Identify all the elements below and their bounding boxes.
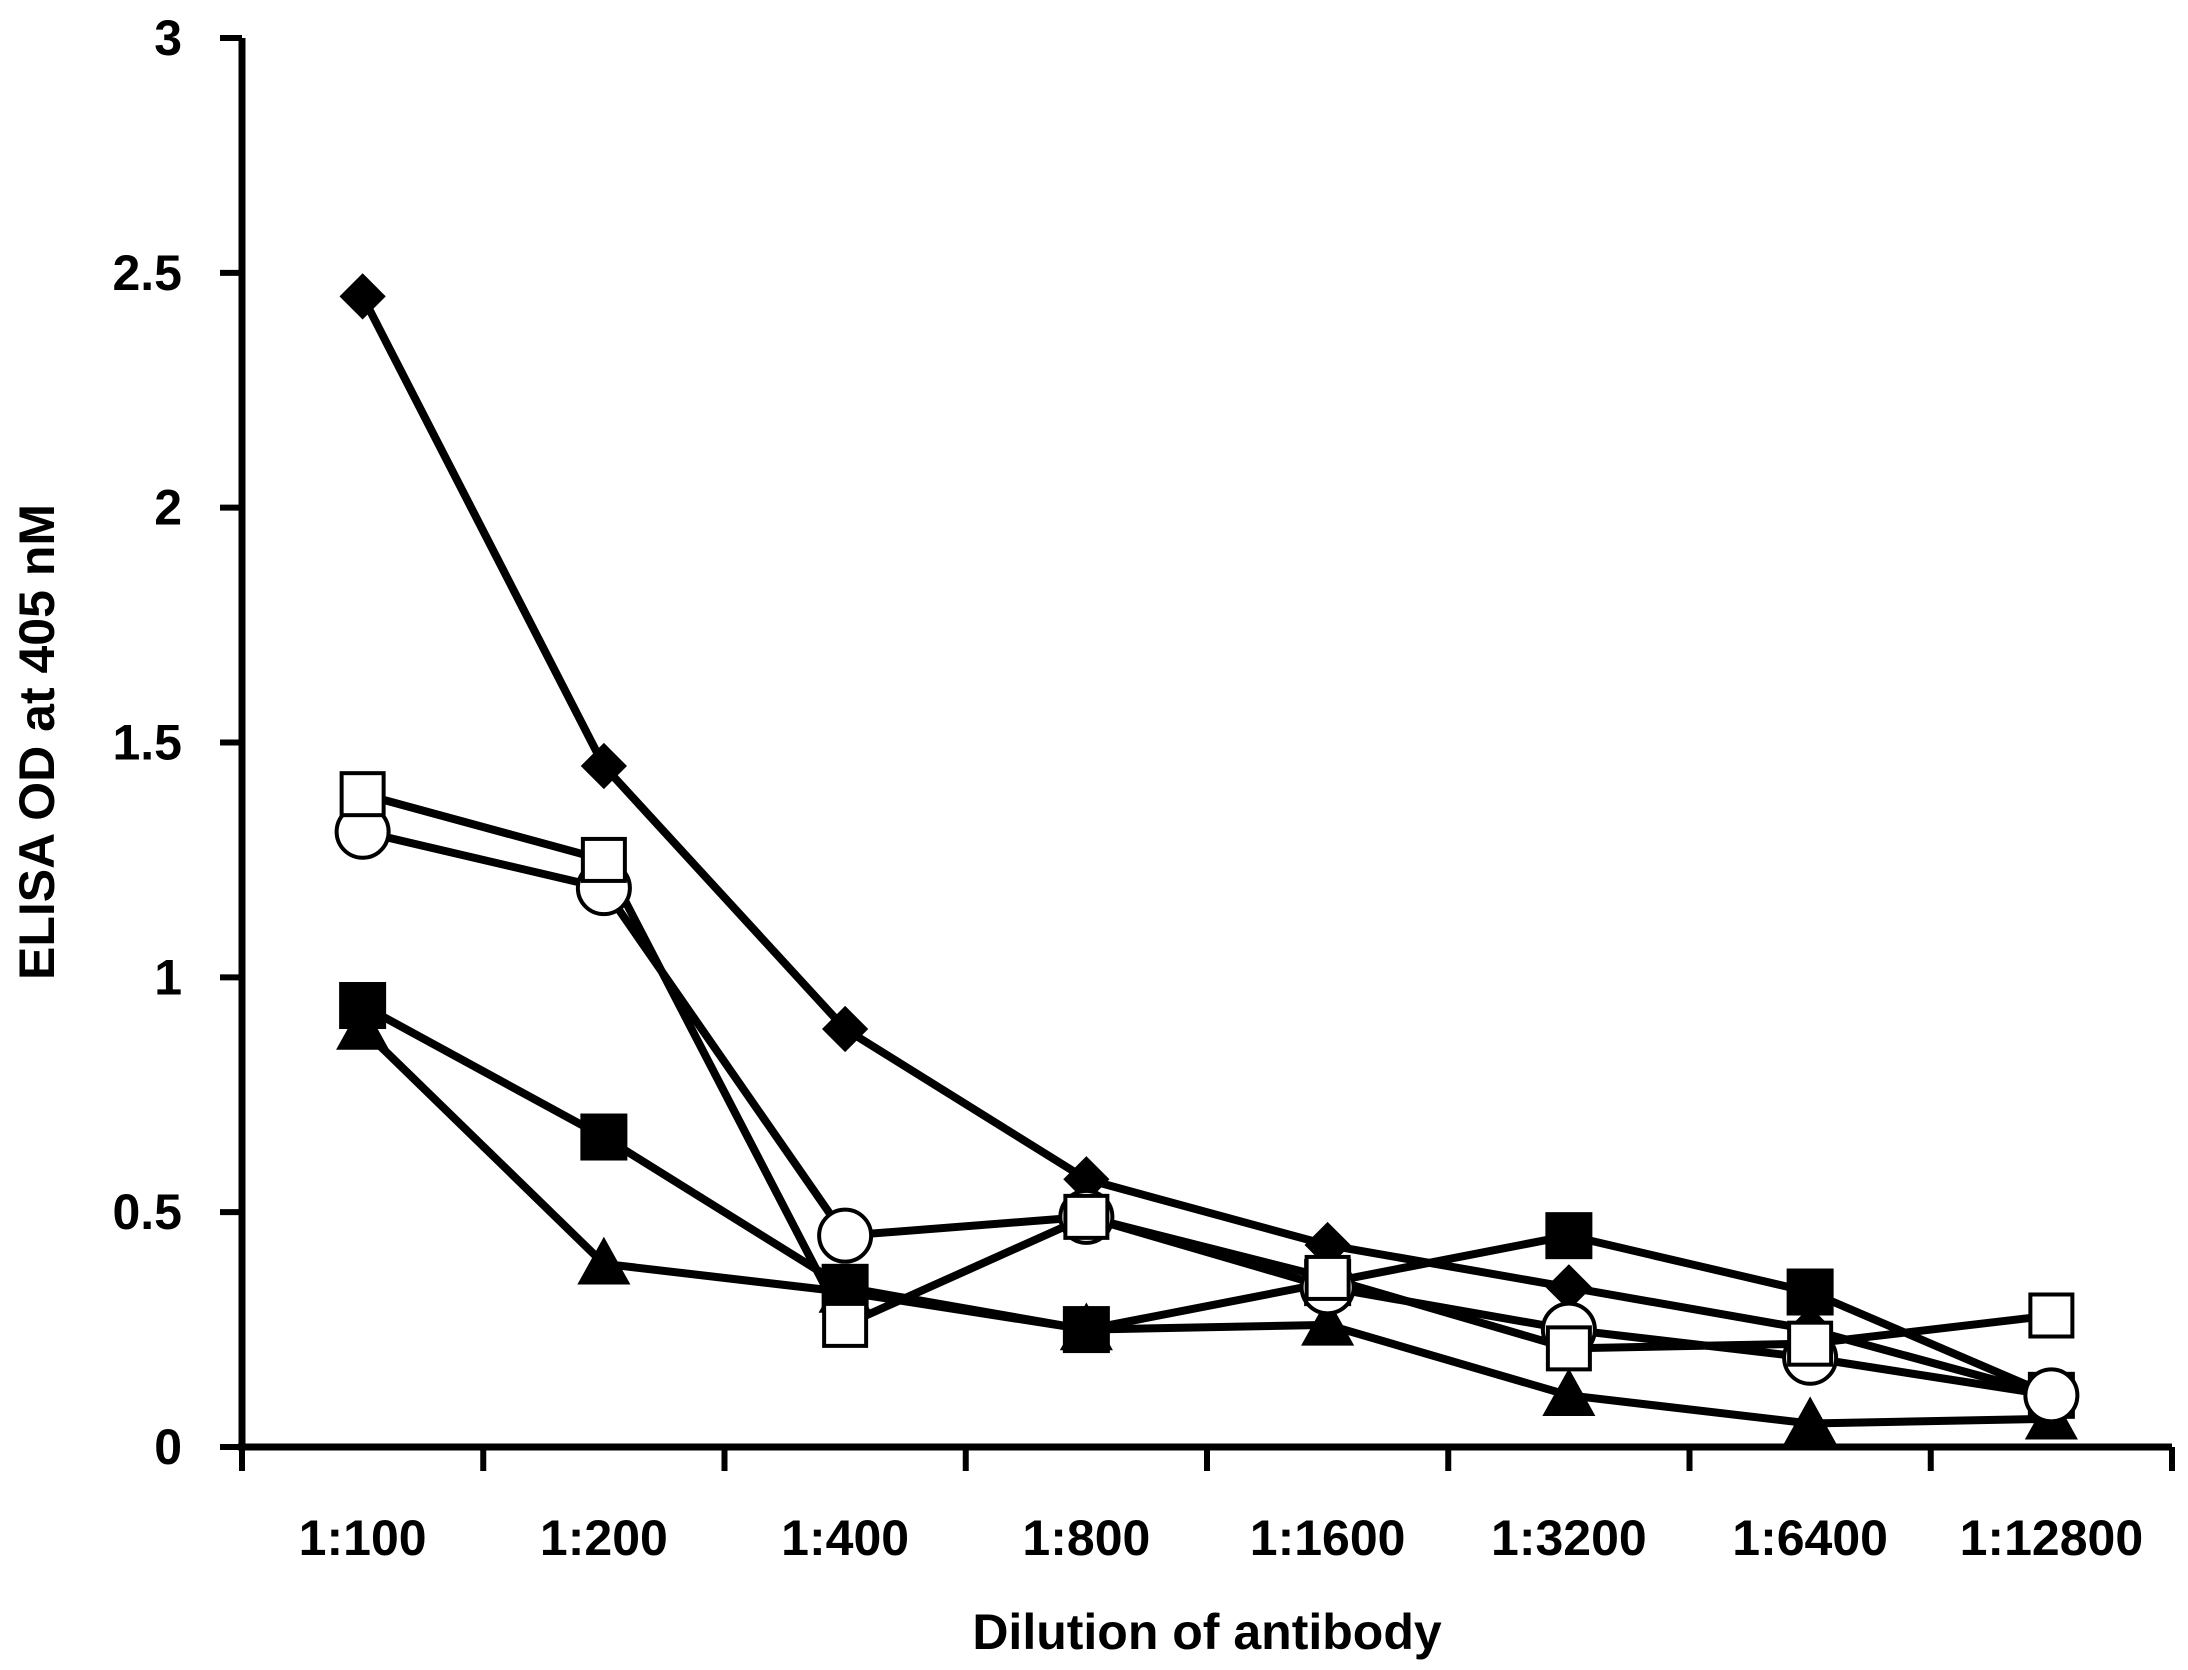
x-tick-label: 1:100 — [299, 1510, 427, 1566]
x-tick-label: 1:1600 — [1250, 1510, 1406, 1566]
series-markers — [334, 273, 2080, 1445]
x-axis-title: Dilution of antibody — [972, 1604, 1442, 1660]
series-lines — [358, 292, 2056, 1428]
series-line-filled-triangle — [358, 1024, 2056, 1428]
data-point-open-circle — [2023, 1367, 2080, 1424]
data-point-filled-diamond — [822, 1005, 869, 1053]
y-tick-label: 2.5 — [112, 245, 182, 301]
data-point-filled-triangle — [1542, 1368, 1596, 1417]
data-point-open-square — [1063, 1193, 1110, 1240]
series-line-open-square — [358, 790, 2056, 1353]
series-line-open-circle — [358, 827, 2056, 1400]
data-point-filled-triangle — [577, 1236, 631, 1285]
data-point-filled-square — [1545, 1212, 1593, 1260]
data-point-open-square — [2028, 1292, 2075, 1339]
data-point-open-square — [1304, 1254, 1351, 1301]
x-tick-label: 1:12800 — [1960, 1510, 2144, 1566]
y-tick-label: 0.5 — [112, 1184, 182, 1240]
data-point-open-square — [339, 771, 386, 818]
axes: 0 0.5 1 1.5 2 2.5 3 1:100 1:200 1:400 1:800 1:1600… — [112, 10, 2175, 1566]
data-point-filled-diamond — [580, 742, 627, 790]
data-point-open-circle — [817, 1207, 874, 1264]
y-ticks: 0 0.5 1 1.5 2 2.5 3 — [112, 10, 242, 1475]
data-point-open-square — [822, 1301, 869, 1348]
y-tick-label: 1.5 — [112, 715, 182, 771]
x-tick-label: 1:800 — [1022, 1510, 1150, 1566]
data-point-filled-diamond — [339, 273, 386, 320]
y-axis-title: ELISA OD at 405 nM — [9, 504, 65, 980]
x-tick-label: 1:3200 — [1491, 1510, 1647, 1566]
y-tick-label: 0 — [154, 1419, 182, 1475]
data-point-open-square — [580, 836, 627, 883]
x-tick-label: 1:200 — [540, 1510, 668, 1566]
data-point-filled-triangle — [1059, 1302, 1113, 1351]
data-point-open-square — [1787, 1320, 1834, 1367]
x-tick-label: 1:400 — [781, 1510, 909, 1566]
y-tick-label: 1 — [154, 949, 182, 1005]
data-point-filled-triangle — [336, 1001, 390, 1050]
data-point-filled-triangle — [1783, 1396, 1837, 1445]
series-line-filled-diamond — [358, 292, 2056, 1400]
x-tick-label: 1:6400 — [1732, 1510, 1888, 1566]
data-point-open-square — [1545, 1325, 1592, 1372]
series-line-filled-square — [358, 1001, 2056, 1400]
data-point-filled-triangle — [1301, 1297, 1355, 1346]
y-tick-label: 2 — [154, 480, 182, 536]
y-tick-label: 3 — [154, 10, 182, 66]
data-point-filled-square — [580, 1113, 628, 1161]
x-ticks: 1:100 1:200 1:400 1:800 1:1600 1:3200 1:6400 1:… — [239, 1447, 2175, 1566]
